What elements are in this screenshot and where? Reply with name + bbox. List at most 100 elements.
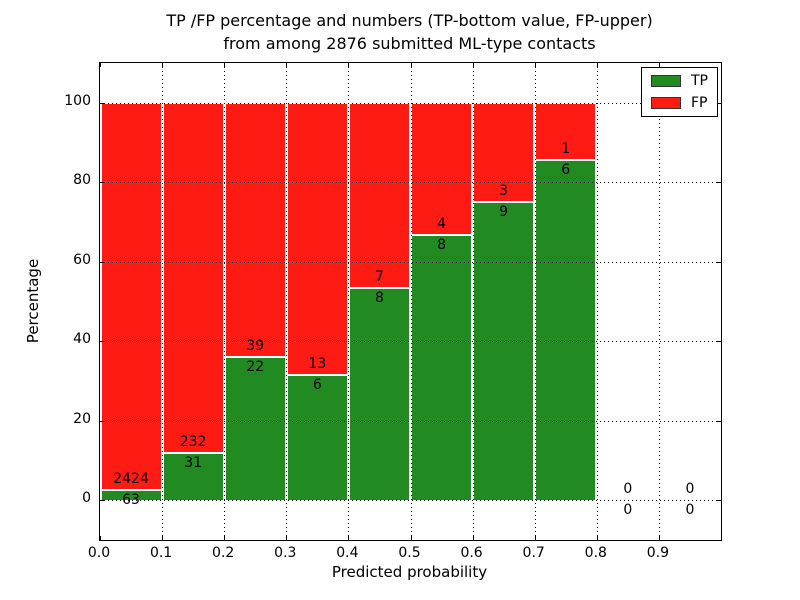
axis-tick: [658, 63, 660, 67]
bar-count-label-tp: 0: [685, 502, 695, 519]
bar-count-label-fp: 232: [179, 434, 207, 451]
y-tick-label: 60: [73, 251, 91, 268]
x-tick-label: 0.4: [336, 545, 359, 561]
bar-count-label-fp: 2424: [113, 471, 149, 488]
bar-segment-tp: [224, 356, 286, 501]
axis-tick: [410, 536, 412, 540]
axis-tick: [534, 63, 536, 67]
bar-count-label-tp: 8: [374, 290, 384, 307]
axis-tick: [224, 63, 226, 67]
chart-title: TP /FP percentage and numbers (TP-bottom…: [99, 9, 720, 55]
bar-segment-tp: [535, 159, 597, 501]
x-tick-label: 0.3: [274, 545, 297, 561]
plot-area: TP FP 2424 63 232 31 39 22 13 6 7 8 4 8 3 9 1 6 0 0 0 0: [99, 62, 722, 541]
bar-segment-tp: [100, 490, 162, 501]
bar-count-label-tp: 63: [122, 492, 140, 509]
axis-tick: [286, 536, 288, 540]
bar-count-label-fp: 13: [308, 355, 327, 372]
axis-tick: [472, 63, 474, 67]
axis-tick: [348, 536, 350, 540]
axis-tick: [100, 420, 104, 422]
x-tick-label: 0.5: [398, 545, 421, 561]
grid-line-vertical: [286, 63, 288, 540]
y-tick-label: 0: [82, 490, 91, 507]
axis-tick: [534, 536, 536, 540]
axis-tick: [100, 102, 104, 104]
axis-tick: [596, 536, 598, 540]
bar-segment-fp: [473, 102, 535, 203]
axis-tick: [100, 500, 104, 502]
chart-title-line2: from among 2876 submitted ML-type contac…: [223, 34, 596, 53]
bar-count-label-fp: 4: [437, 216, 446, 233]
x-tick-label: 0.2: [212, 545, 235, 561]
bar-count-label-tp: 6: [561, 161, 571, 178]
bar-segment-tp: [348, 288, 410, 501]
bar-count-label-fp: 1: [561, 140, 571, 157]
y-tick-label: 100: [64, 92, 91, 109]
x-tick-label: 0.8: [584, 545, 607, 561]
grid-line-vertical: [162, 63, 164, 540]
bar-count-label-tp: 22: [246, 358, 265, 375]
y-tick-label: 20: [73, 410, 91, 427]
axis-tick: [162, 63, 164, 67]
grid-line-vertical: [224, 63, 226, 540]
axis-tick: [410, 63, 412, 67]
bar-count-label-tp: 31: [184, 455, 203, 472]
axis-tick: [100, 341, 104, 343]
bar-segment-fp: [535, 102, 597, 160]
axis-tick: [224, 536, 226, 540]
bar-segment-tp: [286, 374, 348, 501]
x-tick-label: 0.7: [522, 545, 545, 561]
axis-tick: [717, 182, 721, 184]
axis-tick: [100, 536, 101, 540]
axis-tick: [717, 420, 721, 422]
legend-label-tp: TP: [691, 73, 708, 89]
axis-tick: [100, 182, 104, 184]
legend-swatch-tp-icon: [651, 75, 681, 87]
axis-tick: [596, 63, 598, 67]
axis-tick: [717, 341, 721, 343]
legend-label-fp: FP: [691, 95, 708, 111]
bar-count-label-tp: 9: [499, 204, 509, 221]
bar-count-label-fp: 0: [623, 481, 633, 498]
axis-tick: [717, 102, 721, 104]
legend-item-tp: TP: [651, 74, 708, 88]
bar-segment-fp: [286, 102, 348, 375]
axis-tick: [100, 261, 104, 263]
bar-count-label-fp: 0: [685, 481, 695, 498]
bar-segment-fp: [162, 102, 224, 454]
grid-line-vertical: [410, 63, 412, 540]
bar-segment-tp: [473, 202, 535, 501]
axis-tick: [162, 536, 164, 540]
legend-item-fp: FP: [651, 96, 708, 110]
x-tick-label: 0.0: [87, 545, 111, 561]
bar-segment-fp: [224, 102, 286, 357]
bar-segment-tp: [411, 235, 473, 501]
bar-count-label-tp: 0: [623, 502, 633, 519]
x-tick-label: 0.1: [149, 545, 173, 561]
x-tick-label: 0.9: [646, 545, 670, 561]
x-axis-label: Predicted probability: [331, 563, 488, 581]
grid-line-vertical: [596, 63, 598, 540]
axis-tick: [717, 261, 721, 263]
grid-line-vertical: [534, 63, 536, 540]
y-tick-label: 80: [73, 172, 91, 189]
bar-count-label-fp: 39: [246, 337, 265, 354]
axis-tick: [658, 536, 660, 540]
axis-tick: [348, 63, 350, 67]
grid-line-vertical: [472, 63, 474, 540]
bar-segment-fp: [411, 102, 473, 236]
axis-tick: [100, 63, 101, 67]
bar-segment-tp: [162, 453, 224, 501]
chart-title-line1: TP /FP percentage and numbers (TP-bottom…: [166, 11, 653, 30]
bar-count-label-fp: 7: [374, 269, 384, 286]
bar-count-label-fp: 3: [499, 183, 509, 200]
grid-line-vertical: [658, 63, 660, 540]
axis-tick: [472, 536, 474, 540]
legend-swatch-fp-icon: [651, 97, 681, 109]
axis-tick: [717, 500, 721, 502]
bar-segment-fp: [348, 102, 410, 289]
legend: TP FP: [641, 67, 718, 117]
axis-tick: [286, 63, 288, 67]
